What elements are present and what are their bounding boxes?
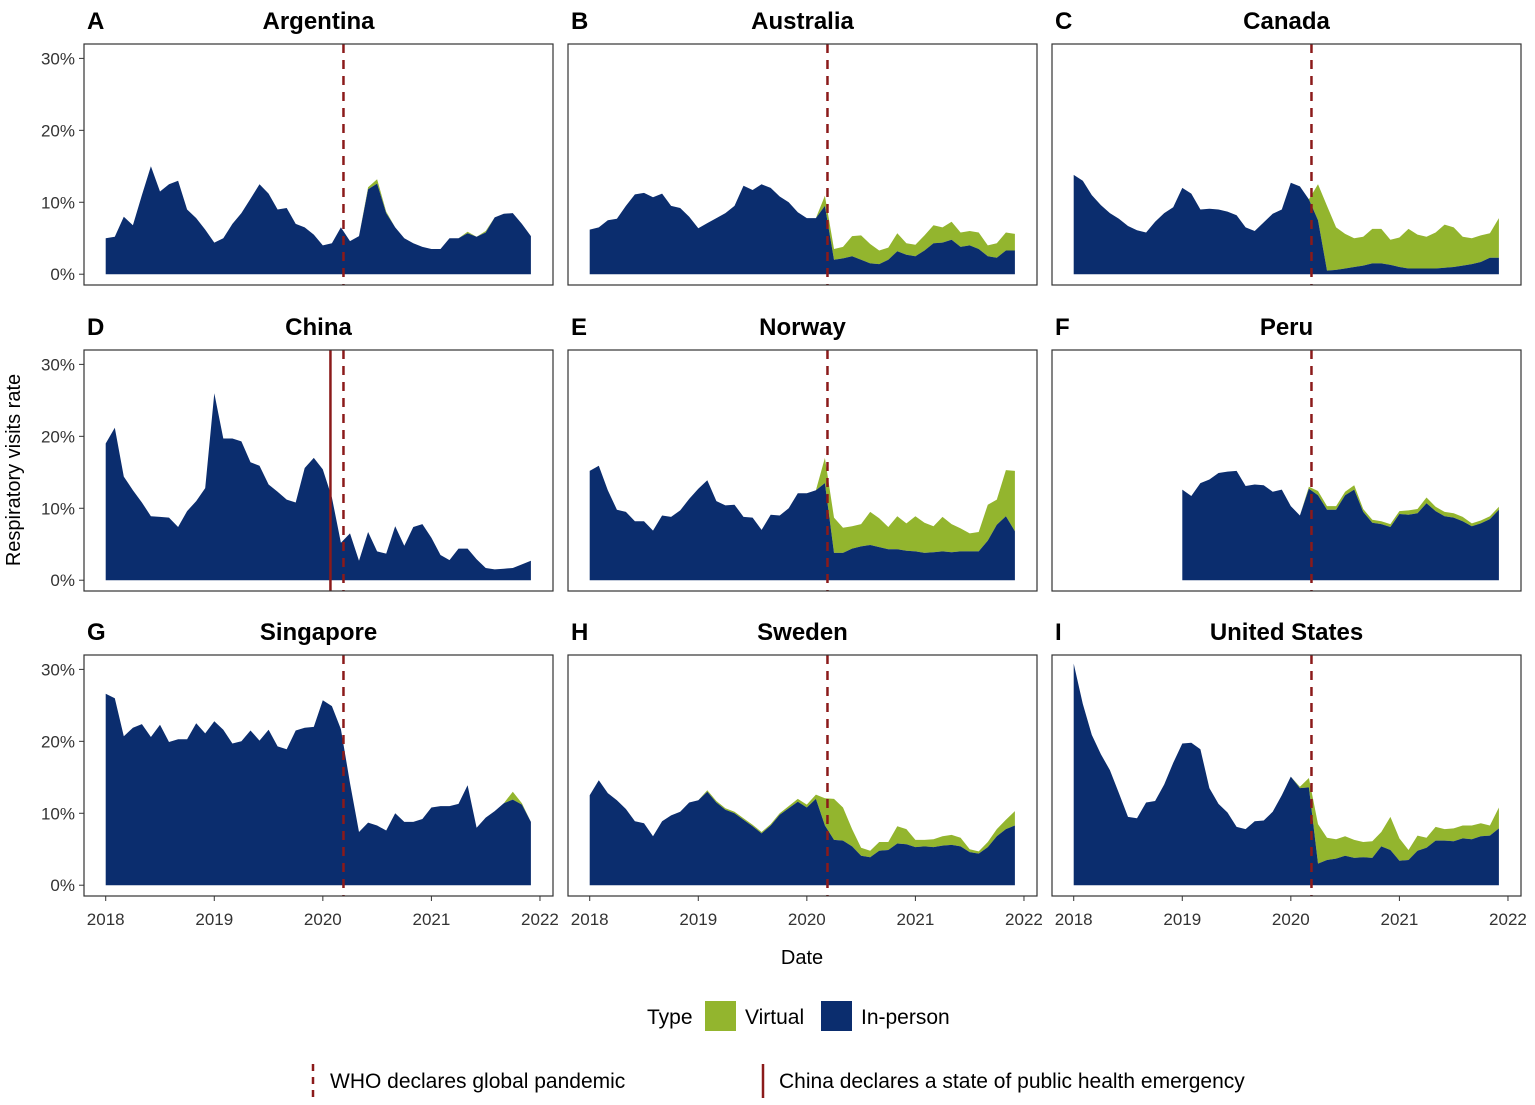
virtual-area xyxy=(589,184,1015,265)
x-tick-label: 2018 xyxy=(1055,910,1093,929)
virtual-area xyxy=(1182,470,1499,527)
panel-title: China xyxy=(285,314,352,341)
panel-letter: E xyxy=(571,314,587,341)
legend-virtual-swatch xyxy=(705,1001,736,1031)
panel-border xyxy=(83,654,554,897)
x-tick-label: 2018 xyxy=(571,910,609,929)
panel-title: United States xyxy=(1210,619,1363,646)
y-tick-label: 0% xyxy=(50,265,75,284)
y-tick-label: 0% xyxy=(50,571,75,590)
panel-title: Argentina xyxy=(262,8,375,35)
panel-letter: C xyxy=(1055,8,1072,35)
x-tick-label: 2022 xyxy=(521,910,559,929)
inperson-area xyxy=(105,393,531,581)
y-tick-label: 0% xyxy=(50,876,75,895)
panel-title: Canada xyxy=(1243,8,1330,35)
panel-letter: H xyxy=(571,619,588,646)
x-tick-label: 2020 xyxy=(304,910,342,929)
inperson-area xyxy=(1073,174,1499,275)
panel-canada: C Canada xyxy=(1051,8,1522,286)
legend-china-label: China declares a state of public health … xyxy=(779,1070,1245,1093)
panel-letter: F xyxy=(1055,314,1070,341)
inperson-area xyxy=(105,693,531,886)
panel-letter: G xyxy=(87,619,106,646)
panel-title: Sweden xyxy=(757,619,848,646)
x-tick-label: 2021 xyxy=(1380,910,1418,929)
panel-sweden: H Sweden 2018 2019 2020 2021 2022 xyxy=(567,619,1043,929)
panel-border xyxy=(1051,349,1522,592)
x-tick-label: 2019 xyxy=(679,910,717,929)
legend-inperson-swatch xyxy=(821,1001,852,1031)
panel-norway: E Norway xyxy=(567,314,1038,592)
panel-title: Norway xyxy=(759,314,846,341)
panel-border xyxy=(1051,43,1522,286)
panel-border xyxy=(83,43,554,286)
panel-singapore: G Singapore 0% 10% 20% 30% 2018 2019 2020 2021 202… xyxy=(41,619,559,929)
panel-argentina: A Argentina 0% 10% 20% 30% xyxy=(41,8,554,286)
x-axis-label: Date xyxy=(781,947,823,969)
panel-australia: B Australia xyxy=(567,8,1038,286)
inperson-area xyxy=(589,184,1015,275)
x-tick-label: 2021 xyxy=(896,910,934,929)
inperson-area xyxy=(1073,663,1499,886)
panel-border xyxy=(83,349,554,592)
x-tick-label: 2020 xyxy=(788,910,826,929)
y-tick-label: 20% xyxy=(41,121,75,140)
panel-title: Peru xyxy=(1260,314,1313,341)
inperson-area xyxy=(1182,470,1499,581)
virtual-area xyxy=(589,780,1015,858)
panel-letter: A xyxy=(87,8,104,35)
panel-letter: I xyxy=(1055,619,1062,646)
x-tick-label: 2021 xyxy=(412,910,450,929)
lines-legend: WHO declares global pandemic China decla… xyxy=(311,1064,1245,1098)
panel-title: Australia xyxy=(751,8,854,35)
virtual-area xyxy=(1073,174,1499,271)
y-tick-label: 10% xyxy=(41,804,75,823)
panels-group: A Argentina 0% 10% 20% 30% B Australia C Canada D C… xyxy=(41,8,1527,929)
panel-united-states: I United States 2018 2019 2020 2021 2022 xyxy=(1051,619,1527,929)
legend-inperson-label: In-person xyxy=(861,1006,950,1029)
y-tick-label: 10% xyxy=(41,499,75,518)
panel-title: Singapore xyxy=(260,619,377,646)
y-tick-label: 30% xyxy=(41,49,75,68)
x-tick-label: 2022 xyxy=(1489,910,1527,929)
x-tick-label: 2019 xyxy=(1163,910,1201,929)
legend-title: Type xyxy=(647,1006,693,1029)
legend-virtual-label: Virtual xyxy=(745,1006,804,1029)
type-legend: Type Virtual In-person xyxy=(647,1001,950,1031)
panel-border xyxy=(567,654,1038,897)
y-tick-label: 30% xyxy=(41,355,75,374)
legend-who-label: WHO declares global pandemic xyxy=(330,1070,625,1093)
y-tick-label: 20% xyxy=(41,732,75,751)
panel-peru: F Peru xyxy=(1051,314,1522,592)
x-tick-label: 2019 xyxy=(195,910,233,929)
y-axis-label: Respiratory visits rate xyxy=(3,374,25,566)
y-tick-label: 30% xyxy=(41,660,75,679)
inperson-area xyxy=(589,465,1015,581)
virtual-area xyxy=(589,457,1015,553)
panel-border xyxy=(567,43,1038,286)
panel-letter: B xyxy=(571,8,588,35)
inperson-area xyxy=(105,166,531,275)
panel-letter: D xyxy=(87,314,104,341)
x-tick-label: 2022 xyxy=(1005,910,1043,929)
inperson-area xyxy=(589,780,1015,886)
panel-border xyxy=(1051,654,1522,897)
x-tick-label: 2018 xyxy=(87,910,125,929)
y-tick-label: 10% xyxy=(41,193,75,212)
x-tick-label: 2020 xyxy=(1272,910,1310,929)
y-tick-label: 20% xyxy=(41,427,75,446)
panel-china: D China 0% 10% 20% 30% xyxy=(41,314,554,592)
panel-border xyxy=(567,349,1038,592)
